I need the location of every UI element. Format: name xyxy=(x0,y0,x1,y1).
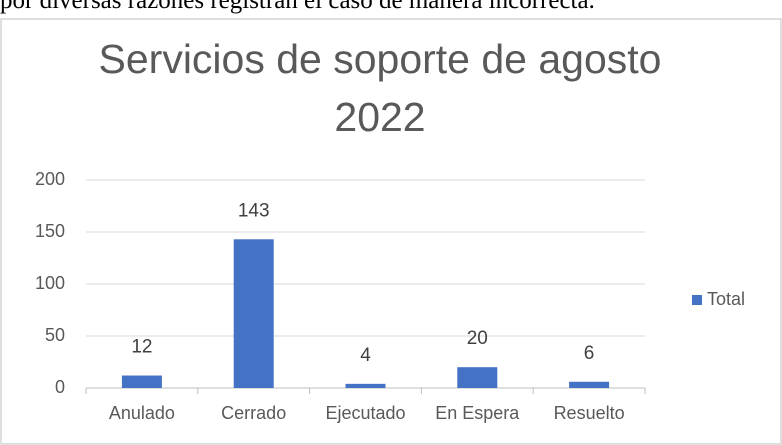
bar xyxy=(345,383,386,388)
x-tick-label: Resuelto xyxy=(554,403,625,423)
y-tick-label: 50 xyxy=(45,325,65,345)
chart-border xyxy=(0,18,782,445)
y-tick-label: 200 xyxy=(35,169,65,189)
x-tick-label: Ejecutado xyxy=(325,403,405,423)
bar xyxy=(569,381,610,388)
data-label: 20 xyxy=(467,328,488,349)
data-label: 4 xyxy=(360,345,371,366)
bar xyxy=(121,375,162,388)
bar xyxy=(233,239,274,388)
legend-label: Total xyxy=(707,289,745,309)
x-tick-label: Anulado xyxy=(109,403,175,423)
x-tick-label: Cerrado xyxy=(221,403,286,423)
context-text: por diversas razones registran el caso d… xyxy=(0,0,595,14)
y-tick-label: 0 xyxy=(55,377,65,397)
data-label: 6 xyxy=(584,343,595,364)
bar xyxy=(457,367,498,388)
legend-swatch xyxy=(692,295,702,305)
data-label: 12 xyxy=(131,337,152,358)
data-label: 143 xyxy=(238,200,270,221)
y-tick-label: 150 xyxy=(35,221,65,241)
chart-title: Servicios de soporte de agosto 2022 xyxy=(98,36,662,140)
x-tick-label: En Espera xyxy=(435,403,520,423)
y-tick-label: 100 xyxy=(35,273,65,293)
